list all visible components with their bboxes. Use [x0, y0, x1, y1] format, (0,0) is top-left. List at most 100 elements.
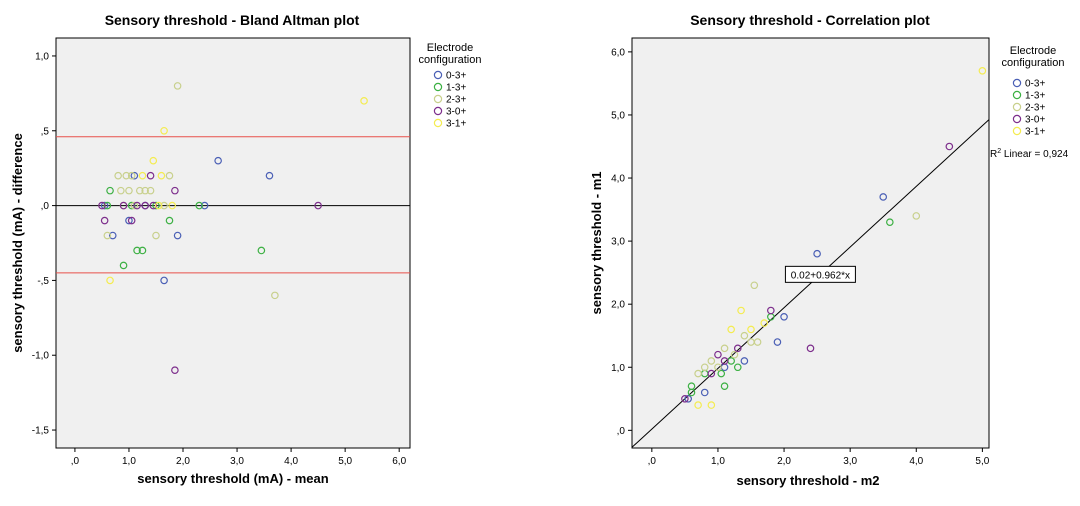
- data-points: [98, 82, 368, 374]
- legend-label-1-3+: 1-3+: [1025, 91, 1045, 102]
- data-point-1-3+: [138, 246, 147, 255]
- y-tick-label: 2,0: [611, 300, 625, 311]
- data-point-3-0+: [720, 357, 729, 365]
- y-tick-label: 5,0: [611, 110, 625, 121]
- data-point-3-0+: [127, 216, 136, 225]
- x-tick-label: 6,0: [392, 456, 406, 467]
- plot-area: [631, 37, 990, 449]
- data-point-3-0+: [171, 366, 179, 374]
- data-point-3-1+: [360, 97, 368, 105]
- data-point-2-3+: [714, 363, 722, 372]
- y-axis-title: sensory threshold (mA) - difference: [10, 133, 25, 353]
- legend-items: 0-3+1-3+2-3+3-0+3-1+: [1012, 78, 1045, 138]
- legend-title-line2: configuration: [1002, 57, 1065, 69]
- x-tick-label: 4,0: [909, 456, 923, 467]
- data-point-2-3+: [740, 331, 749, 340]
- legend-label-3-0+: 3-0+: [446, 107, 466, 118]
- data-point-2-3+: [103, 231, 112, 240]
- plot-area: [55, 37, 411, 449]
- r-squared-r: R: [990, 149, 997, 160]
- x-tick-label: 1,0: [711, 456, 725, 467]
- x-tick-label: ,0: [71, 456, 80, 467]
- data-point-1-3+: [133, 246, 141, 255]
- x-tick-label: 2,0: [176, 456, 190, 467]
- x-tick-label: 4,0: [284, 456, 298, 467]
- data-point-0-3+: [173, 231, 182, 240]
- data-point-3-1+: [157, 171, 166, 180]
- data-point-2-3+: [753, 338, 762, 346]
- y-tick-label: 6,0: [611, 47, 625, 58]
- x-tick-label: 2,0: [777, 456, 791, 467]
- data-point-3-1+: [747, 325, 755, 334]
- y-tick-label: 4,0: [611, 174, 625, 185]
- data-point-0-3+: [740, 357, 749, 365]
- data-point-0-3+: [108, 231, 117, 240]
- legend: Electrode configuration 0-3+1-3+2-3+3-0+…: [990, 45, 1069, 160]
- data-point-2-3+: [146, 186, 155, 195]
- x-tick-label: ,0: [648, 456, 657, 467]
- data-point-1-3+: [257, 246, 266, 255]
- equation-box: [784, 265, 856, 283]
- data-point-3-1+: [707, 401, 716, 409]
- legend-items: 0-3+1-3+2-3+3-0+3-1+: [433, 70, 466, 130]
- x-tick-label: 3,0: [843, 456, 857, 467]
- data-point-0-3+: [700, 388, 709, 397]
- data-point-2-3+: [117, 186, 125, 195]
- legend-marker-1-3+: [433, 82, 443, 92]
- chart-title: Sensory threshold - Correlation plot: [690, 12, 930, 28]
- data-point-2-3+: [720, 344, 729, 353]
- data-point-1-3+: [119, 261, 128, 270]
- legend-marker-3-1+: [433, 118, 443, 128]
- data-point-3-1+: [978, 67, 987, 75]
- y-tick-label: -,5: [37, 276, 49, 287]
- data-point-2-3+: [127, 171, 136, 180]
- data-point-3-0+: [149, 201, 158, 210]
- data-point-3-0+: [133, 201, 141, 210]
- x-tick-label: 3,0: [230, 456, 244, 467]
- data-point-0-3+: [773, 338, 782, 346]
- data-point-3-0+: [681, 394, 689, 403]
- data-point-0-3+: [130, 171, 139, 180]
- legend-marker-0-3+: [433, 70, 443, 80]
- x-tick-label: 5,0: [338, 456, 352, 467]
- data-point-3-0+: [707, 369, 716, 378]
- legend-marker-0-3+: [1012, 78, 1022, 88]
- data-point-0-3+: [780, 312, 788, 321]
- x-axis-ticks: ,0 1,0 2,0 3,0 4,0 5,0 6,0: [71, 448, 407, 467]
- data-point-1-3+: [733, 363, 742, 372]
- data-point-3-0+: [314, 201, 322, 210]
- data-point-3-1+: [149, 156, 158, 165]
- legend-marker-2-3+: [1012, 102, 1022, 112]
- data-point-1-3+: [886, 218, 894, 226]
- correlation-chart: Sensory threshold - Correlation plot ,0 1…: [589, 12, 1069, 488]
- data-point-2-3+: [912, 212, 921, 220]
- legend-label-3-0+: 3-0+: [1025, 115, 1045, 126]
- data-point-3-1+: [168, 201, 176, 210]
- data-point-3-1+: [160, 126, 168, 135]
- legend-label-3-1+: 3-1+: [1025, 127, 1045, 138]
- legend-marker-2-3+: [433, 94, 443, 104]
- legend-label-0-3+: 0-3+: [446, 71, 466, 82]
- bland-altman-chart: Sensory threshold - Bland Altman plot ,0…: [10, 12, 482, 486]
- y-tick-label: 1,0: [611, 363, 625, 374]
- data-point-1-3+: [165, 216, 174, 225]
- regression-equation-box: 0.02+0.962*x: [784, 265, 856, 283]
- data-point-3-0+: [806, 344, 815, 353]
- data-point-0-3+: [160, 276, 168, 285]
- legend-marker-3-0+: [1012, 114, 1022, 124]
- legend-label-3-1+: 3-1+: [446, 119, 466, 130]
- data-point-2-3+: [694, 369, 702, 378]
- data-point-3-0+: [733, 344, 742, 353]
- y-tick-label: ,0: [617, 426, 626, 437]
- data-point-2-3+: [730, 350, 739, 359]
- r-squared-value: Linear = 0,924: [1001, 149, 1068, 160]
- data-point-2-3+: [271, 291, 279, 300]
- y-axis-ticks: -1,5 -1,0 -,5 ,0 ,5 1,0: [32, 51, 56, 437]
- data-point-0-3+: [100, 201, 109, 210]
- data-point-1-3+: [720, 382, 729, 390]
- y-tick-label: 3,0: [611, 237, 625, 248]
- data-point-2-3+: [700, 363, 709, 372]
- legend-title-line1: Electrode: [427, 42, 473, 54]
